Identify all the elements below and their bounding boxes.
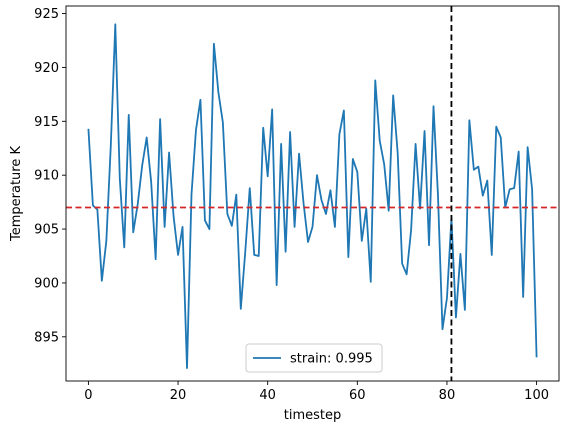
x-axis-ticks: 0 20 40 60 80 100 [84, 381, 549, 403]
y-tick-label: 905 [34, 223, 59, 238]
series-line [87, 23, 538, 369]
legend-label: strain: 0.995 [290, 352, 373, 367]
y-tick-label: 895 [34, 330, 59, 345]
y-axis-ticks: 895 900 905 910 915 920 925 [34, 7, 66, 345]
plot-background [66, 6, 559, 381]
x-tick-label: 0 [84, 388, 92, 403]
y-tick-label: 900 [34, 276, 59, 291]
x-tick-label: 20 [170, 388, 187, 403]
x-tick-label: 40 [259, 388, 276, 403]
y-tick-label: 910 [34, 169, 59, 184]
y-axis-label: Temperature K [9, 146, 24, 242]
x-tick-label: 60 [349, 388, 366, 403]
y-tick-label: 925 [34, 7, 59, 22]
y-tick-label: 920 [34, 61, 59, 76]
x-tick-label: 80 [439, 388, 456, 403]
y-tick-label: 915 [34, 115, 59, 130]
legend-box [245, 343, 383, 373]
legend: strain: 0.995 [245, 343, 383, 373]
x-tick-label: 100 [524, 388, 549, 403]
plot-frame [65, 5, 560, 382]
series-group [87, 23, 538, 369]
x-axis-label: timestep [284, 408, 342, 423]
